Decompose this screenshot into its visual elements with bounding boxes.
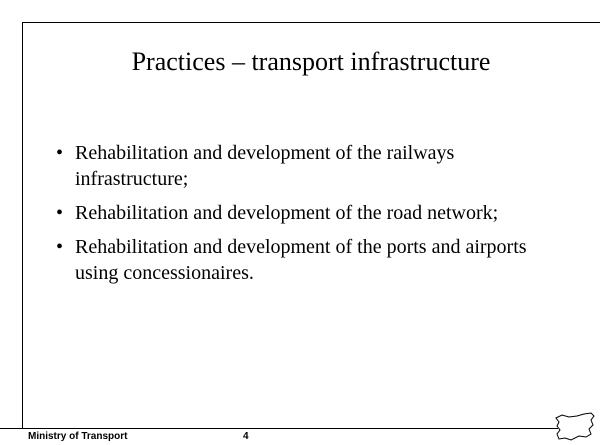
slide-title: Practices – transport infrastructure bbox=[131, 47, 491, 76]
bullet-item: Rehabilitation and development of the po… bbox=[56, 234, 540, 286]
frame-line bbox=[22, 22, 23, 428]
page-number: 4 bbox=[243, 431, 249, 442]
frame-line bbox=[0, 428, 558, 429]
bullet-item: Rehabilitation and development of the ro… bbox=[56, 200, 540, 226]
footer-text: Ministry of Transport bbox=[28, 431, 128, 442]
frame-line bbox=[22, 22, 600, 23]
map-icon bbox=[555, 412, 595, 441]
bullet-item: Rehabilitation and development of the ra… bbox=[56, 140, 540, 192]
bullet-list: Rehabilitation and development of the ra… bbox=[56, 140, 556, 294]
